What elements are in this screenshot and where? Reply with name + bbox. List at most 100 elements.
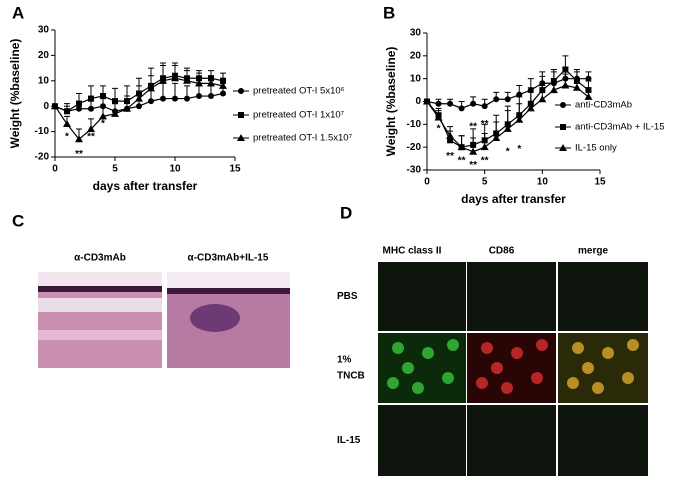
legend-label: anti-CD3mAb + IL-15 — [575, 122, 665, 133]
marker — [492, 134, 501, 142]
cell-cluster — [531, 372, 543, 384]
image-detail — [167, 272, 290, 288]
significance: ** — [75, 149, 83, 160]
cell-cluster — [392, 342, 404, 354]
micrograph — [378, 405, 466, 476]
micrograph-grid — [378, 262, 648, 476]
marker — [493, 96, 500, 103]
marker — [435, 100, 442, 107]
marker — [562, 66, 569, 73]
marker — [51, 102, 59, 110]
marker — [184, 95, 190, 102]
cell-cluster — [572, 342, 584, 354]
marker — [87, 125, 95, 133]
marker — [457, 143, 466, 151]
micrograph — [467, 405, 556, 476]
marker — [196, 93, 202, 100]
significance: ** — [87, 131, 95, 142]
marker — [516, 91, 523, 98]
column-header: merge — [578, 246, 608, 257]
significance: ** — [469, 160, 477, 171]
cell-cluster — [387, 377, 399, 389]
marker — [238, 88, 244, 94]
marker — [147, 84, 155, 92]
x-tick-label: 0 — [52, 164, 58, 175]
marker — [470, 100, 477, 107]
marker — [561, 81, 570, 89]
marker — [447, 137, 454, 144]
marker — [585, 75, 592, 82]
image-detail — [38, 272, 162, 286]
y-tick-label: 30 — [410, 28, 422, 39]
significance: * — [437, 124, 441, 135]
column-header: MHC class II — [383, 246, 442, 257]
marker — [584, 92, 593, 100]
y-tick-label: 10 — [38, 75, 50, 86]
marker — [63, 119, 71, 127]
marker — [112, 98, 118, 105]
column-header: CD86 — [489, 246, 515, 257]
marker — [446, 131, 455, 139]
legend-label: pretreated OT-I 1x10⁷ — [253, 110, 345, 121]
marker — [136, 103, 142, 110]
x-tick-label: 5 — [112, 164, 118, 175]
marker — [208, 93, 214, 100]
marker — [76, 105, 82, 112]
x-tick-label: 10 — [537, 177, 549, 188]
y-tick-label: -20 — [35, 152, 50, 163]
marker — [504, 96, 511, 103]
y-tick-label: 10 — [410, 73, 422, 84]
significance: ** — [481, 156, 489, 167]
marker — [64, 108, 70, 115]
x-tick-label: 5 — [482, 177, 488, 188]
marker — [76, 100, 82, 107]
cell-cluster — [412, 382, 424, 394]
marker — [88, 105, 94, 112]
y-tick-label: -20 — [407, 142, 422, 153]
cell-cluster — [491, 362, 503, 374]
panel-label: B — [383, 3, 395, 22]
marker — [238, 112, 244, 118]
y-tick-label: 0 — [415, 96, 421, 107]
cell-cluster — [447, 339, 459, 351]
y-tick-label: 20 — [410, 50, 422, 61]
cell-cluster — [402, 362, 414, 374]
marker — [207, 79, 215, 87]
y-tick-label: -10 — [35, 126, 50, 137]
marker — [148, 98, 154, 105]
marker — [480, 143, 489, 151]
marker — [515, 115, 524, 123]
x-tick-label: 15 — [229, 164, 241, 175]
cell-cluster — [602, 347, 614, 359]
legend-label: pretreated OT-I 1.5x10⁷ — [253, 133, 353, 144]
marker — [559, 144, 567, 151]
image-detail — [167, 288, 290, 294]
y-tick-label: 20 — [38, 50, 50, 61]
image-caption: α-CD3mAb — [74, 253, 126, 264]
significance: * — [101, 119, 105, 130]
significance: ** — [446, 151, 454, 162]
y-tick-label: -30 — [407, 165, 422, 176]
marker — [237, 134, 245, 141]
cell-cluster — [481, 342, 493, 354]
image-detail — [190, 304, 240, 332]
panel-label: A — [12, 3, 24, 22]
marker — [481, 103, 488, 110]
micrograph — [378, 262, 466, 331]
legend-label: anti-CD3mAb — [575, 100, 632, 111]
cell-cluster — [501, 382, 513, 394]
x-tick-label: 15 — [594, 177, 606, 188]
marker — [447, 100, 454, 107]
marker — [171, 74, 179, 82]
cell-cluster — [622, 372, 634, 384]
image-detail — [38, 298, 162, 312]
x-tick-label: 10 — [169, 164, 181, 175]
x-axis-label: days after transfer — [461, 192, 566, 206]
legend-label: pretreated OT-I 5x10⁶ — [253, 86, 345, 97]
cell-cluster — [476, 377, 488, 389]
marker — [195, 79, 203, 87]
x-tick-label: 0 — [424, 177, 430, 188]
y-tick-label: -10 — [407, 119, 422, 130]
cell-cluster — [592, 382, 604, 394]
y-axis-label: Weight (%baseline) — [8, 39, 22, 149]
